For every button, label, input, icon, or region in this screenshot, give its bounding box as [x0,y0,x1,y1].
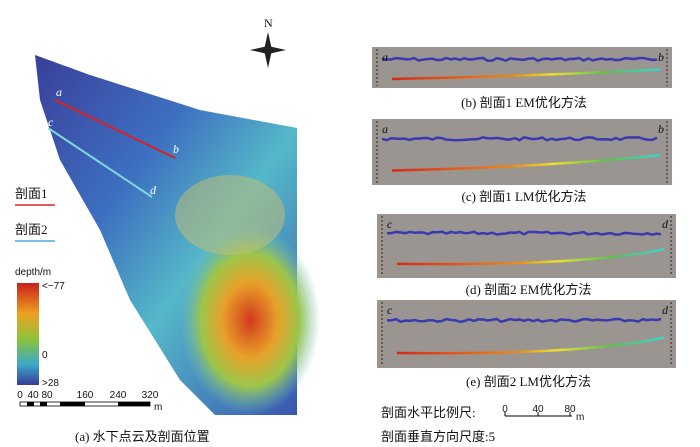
colorbar-label: <−77 [42,281,65,292]
profile-caption: (b) 剖面1 EM优化方法 [461,95,587,110]
profile-panel: c d (d) 剖面2 EM优化方法 [377,214,676,297]
surface-points [381,135,658,142]
profile-background [377,214,676,278]
profile-caption: (e) 剖面2 LM优化方法 [466,374,591,389]
scale-tick-label: 240 [110,390,127,401]
profile-background [372,47,672,88]
profile-label: b [658,122,664,136]
profile-label: d [662,217,669,231]
profile-background [377,300,676,368]
profile-label: c [387,303,393,317]
scale-tick-label: 80 [41,390,53,401]
scale-note-label: 40 [532,404,544,415]
legend-label: 剖面1 [15,186,48,201]
colorbar-label: 0 [42,350,48,361]
bottom-points [391,154,661,172]
profile-caption: (c) 剖面1 LM优化方法 [462,189,587,204]
map-caption: (a) 水下点云及剖面位置 [75,429,210,444]
north-arrow: N [250,16,286,68]
surface-points [381,56,658,63]
map-shoal [175,175,285,255]
point-label: b [173,142,179,156]
colorbar [17,283,39,385]
north-label: N [264,16,273,30]
scale-unit: m [154,402,162,413]
profile-panel: a b (b) 剖面1 EM优化方法 [372,47,672,110]
scale-bar [19,401,151,407]
profile-label: b [658,50,664,64]
bottom-points [396,336,665,355]
bottom-points [396,247,665,266]
point-label: d [150,183,157,197]
scale-tick-label: 40 [27,390,39,401]
profile-panel: a b (c) 剖面1 LM优化方法 [372,119,672,204]
legend-label: 剖面2 [15,222,48,237]
scale-note-label: 0 [502,404,508,415]
scale-note-label: 80 [564,404,576,415]
profile-label: a [382,50,388,64]
scale-tick-label: 320 [142,390,159,401]
profile-caption: (d) 剖面2 EM优化方法 [466,282,592,297]
surface-points [386,230,662,236]
profile-background [372,119,672,185]
profile-1-line [54,99,176,159]
bottom-points [391,68,661,81]
scale-tick-label: 160 [77,390,94,401]
point-label: c [48,115,54,129]
scale-tick-label: 0 [17,390,23,401]
scale-note-unit: m [576,412,584,423]
scale-note: 剖面水平比例尺: [381,405,476,420]
surface-points [386,317,662,324]
colorbar-label: >28 [42,378,59,389]
profile-panel: c d (e) 剖面2 LM优化方法 [377,300,676,389]
profile-label: d [662,303,669,317]
profile-2-line [47,127,153,198]
profile-label: c [387,217,393,231]
map-hill [180,225,320,415]
profile-label: a [382,122,388,136]
scale-note: 剖面垂直方向尺度:5 [381,429,495,444]
point-label: a [56,85,62,99]
colorbar-title: depth/m [15,267,51,278]
